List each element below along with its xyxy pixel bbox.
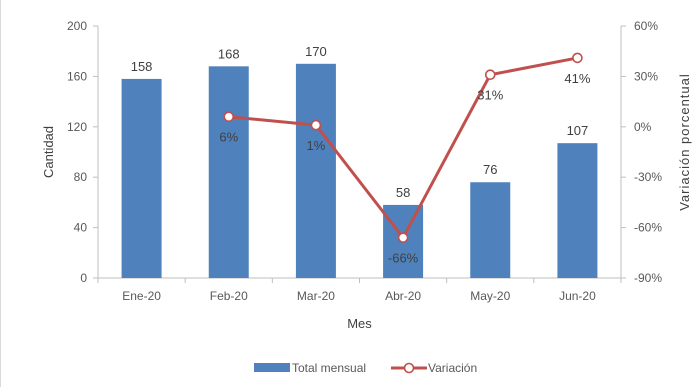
- bar: [557, 143, 598, 278]
- bar-value-label: 107: [567, 123, 589, 138]
- y-left-tick-label: 200: [67, 19, 87, 33]
- y-right-tick-label: -60%: [634, 221, 662, 235]
- x-tick-label: Ene-20: [122, 289, 161, 303]
- bar: [470, 182, 511, 278]
- y-right-tick-label: 60%: [634, 19, 658, 33]
- y-left-tick-label: 160: [67, 69, 87, 83]
- y-right-tick-label: 0%: [634, 120, 652, 134]
- bar-value-label: 170: [305, 44, 327, 59]
- variation-value-label: 31%: [477, 88, 503, 103]
- variation-point: [484, 69, 496, 81]
- variation-point: [572, 52, 583, 64]
- x-tick-label: Feb-20: [210, 289, 248, 303]
- variation-point: [397, 232, 409, 243]
- variation-point: [310, 119, 322, 131]
- y-right-tick-label: -90%: [634, 271, 662, 285]
- x-tick-label: May-20: [470, 289, 510, 303]
- x-axis-title: Mes: [347, 316, 372, 331]
- bar-value-label: 168: [218, 46, 240, 61]
- y-axis-left-title: Cantidad: [41, 126, 56, 178]
- y-axis-right-title: Variación porcentual: [677, 73, 692, 211]
- line-layer: [223, 52, 583, 243]
- y-left-tick-label: 120: [67, 120, 87, 134]
- legend-label-bar: Total mensual: [292, 361, 366, 375]
- y-left-tick-label: 80: [74, 170, 88, 184]
- y-right-tick-label: -30%: [634, 170, 662, 184]
- variation-point: [223, 111, 235, 123]
- variation-value-label: 41%: [564, 71, 590, 86]
- variation-value-label: -66%: [388, 251, 419, 266]
- bars-layer: [121, 63, 598, 278]
- variation-value-label: 6%: [219, 130, 238, 145]
- legend-swatch-bar: [254, 363, 290, 372]
- legend-swatch-marker: [403, 362, 415, 374]
- x-tick-label: Mar-20: [297, 289, 335, 303]
- legend: Total mensual Variación: [254, 361, 477, 375]
- bar-value-label: 58: [396, 185, 410, 200]
- y-right-tick-label: 30%: [634, 69, 658, 83]
- legend-label-line: Variación: [428, 361, 477, 375]
- variation-value-label: 1%: [307, 138, 326, 153]
- x-tick-label: Jun-20: [559, 289, 596, 303]
- bar: [208, 66, 249, 278]
- y-left-tick-label: 40: [74, 221, 88, 235]
- axes-layer: 0 40 80 120 160 200 -90% -60% -30% 0% 30% 60% Ene-20…: [41, 19, 692, 331]
- bar: [121, 78, 162, 278]
- bar: [295, 63, 336, 278]
- y-left-tick-label: 0: [80, 271, 87, 285]
- labels-layer: 158 168 170 58 76 107 6% 1% -66% 31% 41%: [131, 44, 591, 266]
- bar-value-label: 76: [483, 162, 497, 177]
- bar-value-label: 158: [131, 59, 153, 74]
- x-tick-label: Abr-20: [385, 289, 421, 303]
